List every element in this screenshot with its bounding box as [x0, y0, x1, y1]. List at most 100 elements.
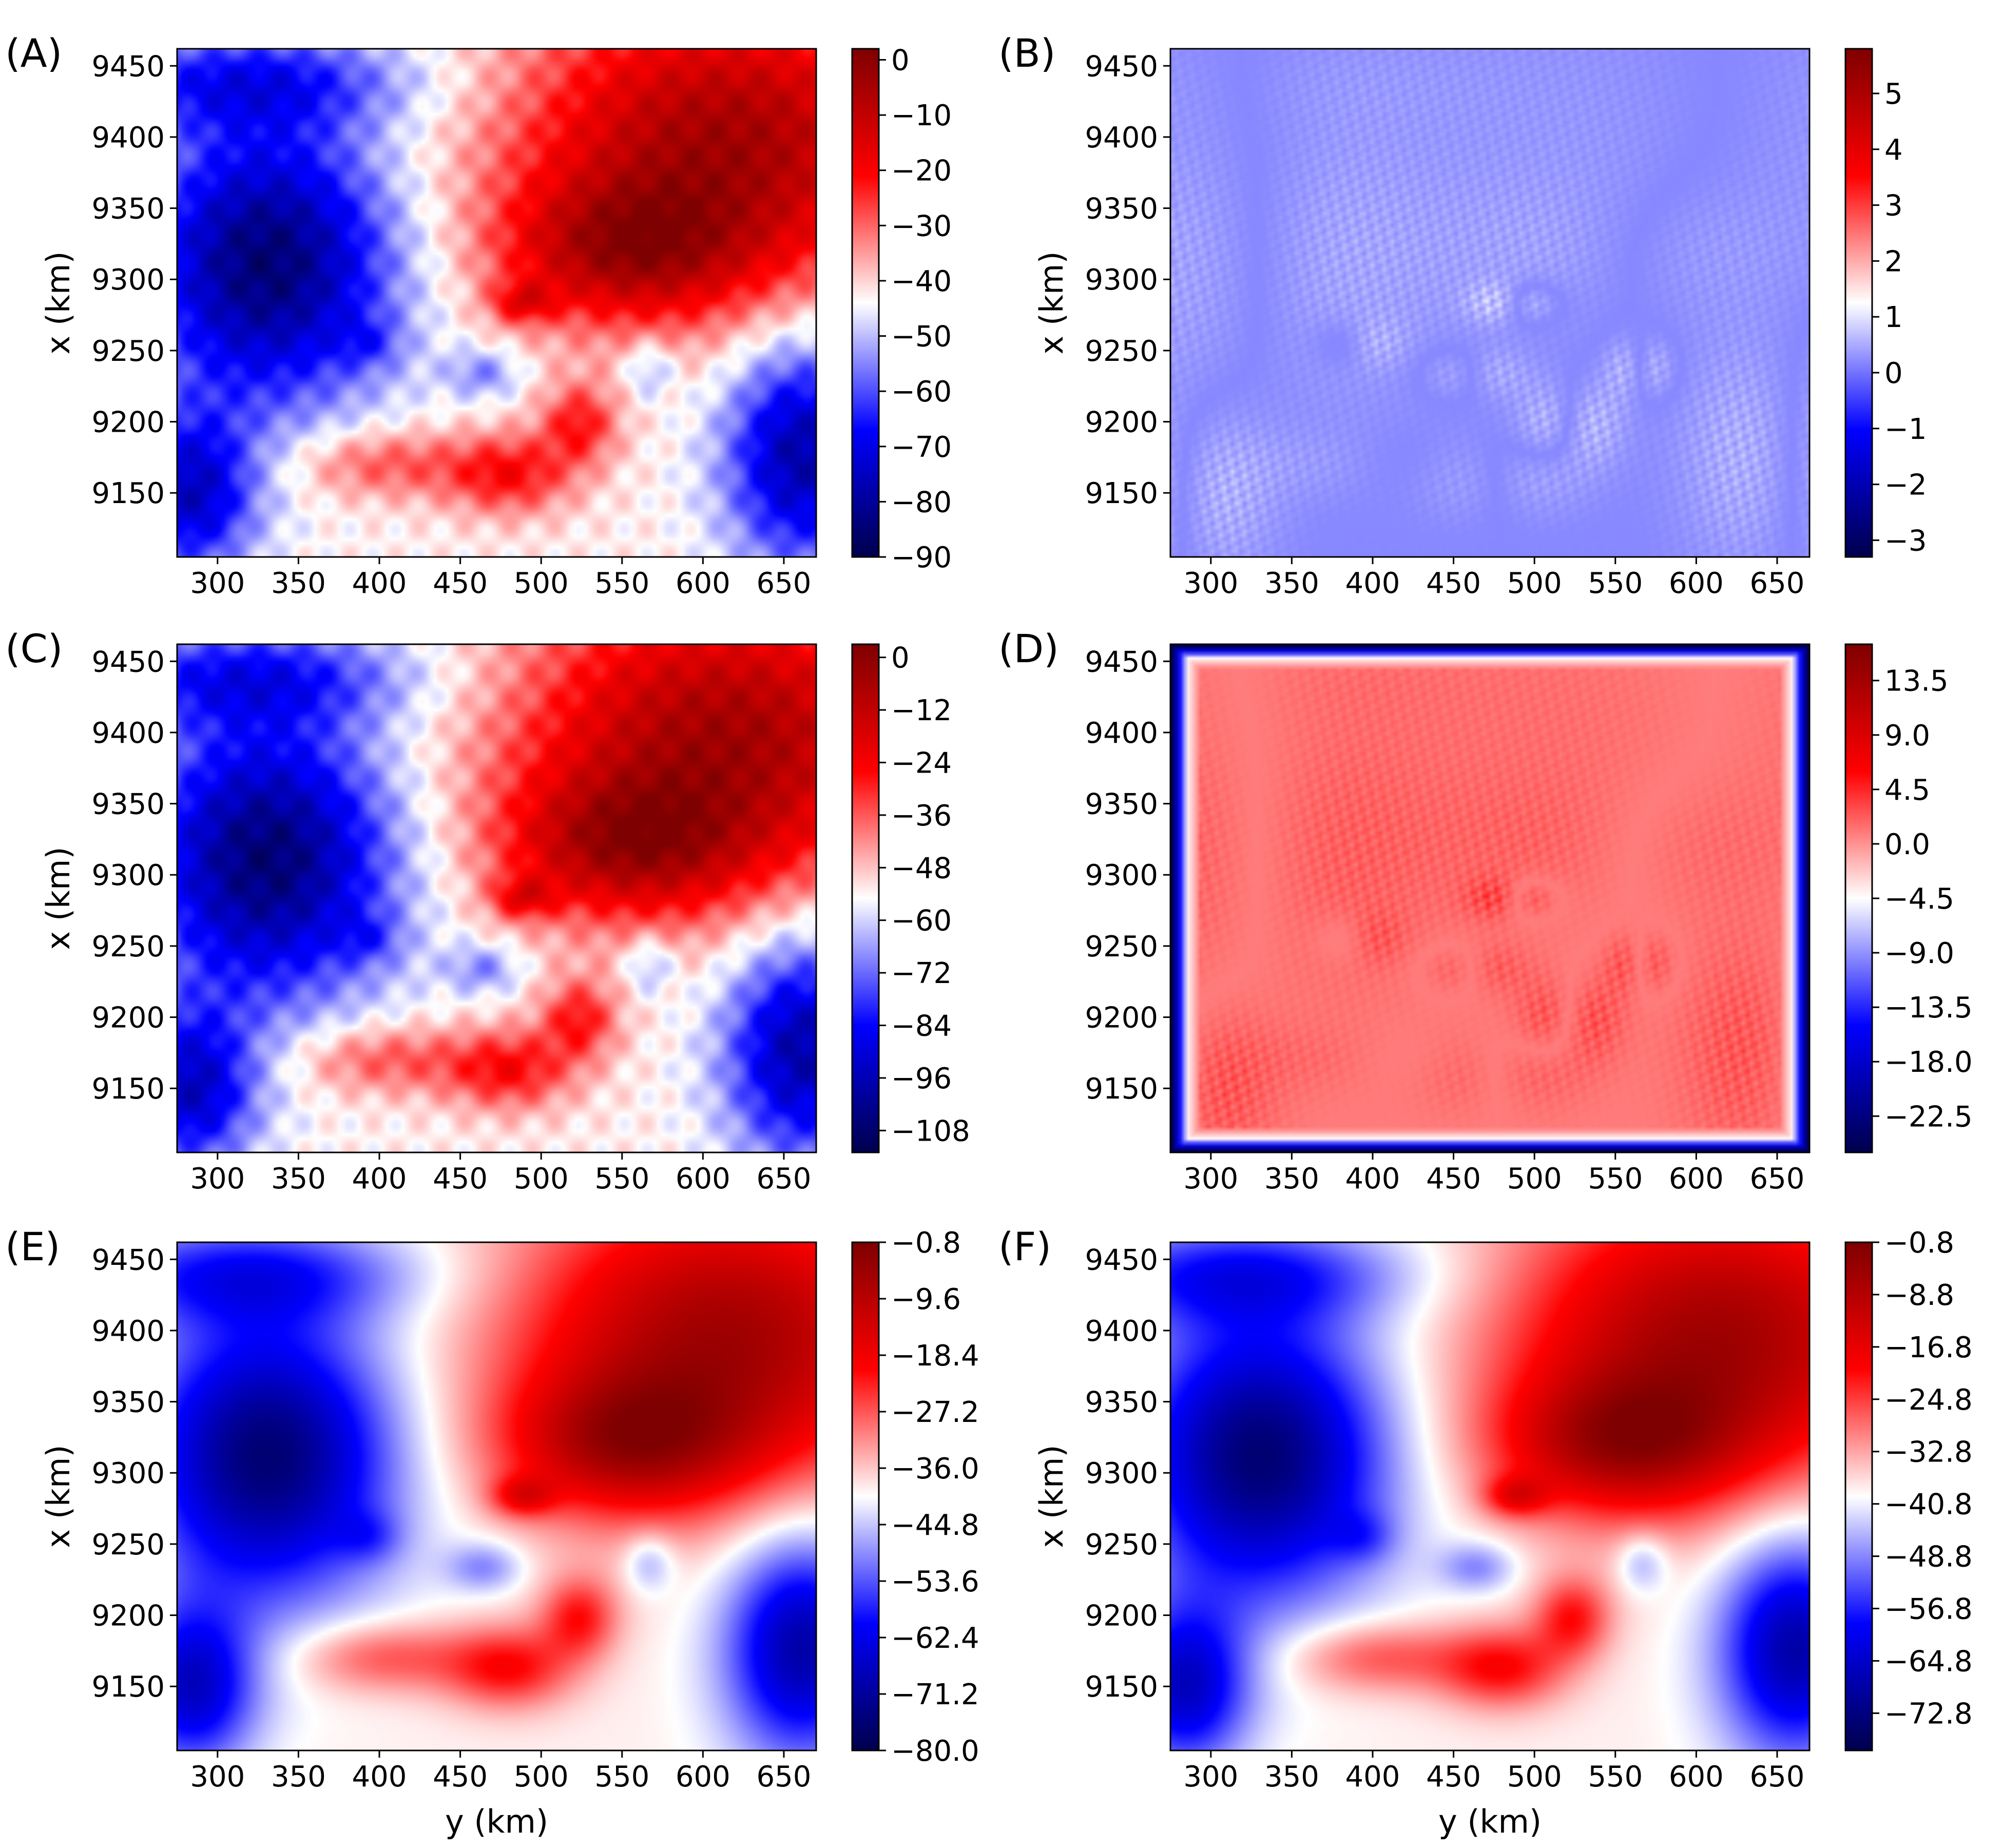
y-tick-label: 9150 — [91, 477, 165, 510]
y-tick-label: 9250 — [91, 335, 165, 368]
colorbar-tick-label: −4.5 — [1884, 882, 1954, 916]
plot-frame — [176, 1241, 817, 1751]
colorbar-tick-label: −40 — [891, 265, 952, 298]
panel-label: (C) — [5, 626, 63, 671]
plot-frame — [1169, 48, 1811, 558]
colorbar-tick-label: −18.0 — [1884, 1046, 1973, 1079]
colorbar-tick-label: 1 — [1884, 301, 1903, 334]
x-tick-label: 450 — [1426, 1760, 1481, 1794]
colorbar-tick-label: −0.8 — [891, 1226, 961, 1260]
x-tick-label: 300 — [190, 1162, 245, 1196]
x-tick-label: 300 — [190, 567, 245, 600]
colorbar-tick-label: −80 — [891, 486, 952, 519]
panel-a: (A) 300 350 400 450 500 550 600 650 9150 9200 9250 9… — [5, 30, 952, 600]
x-tick-label: 550 — [594, 1760, 649, 1794]
colorbar-tick-label: −24 — [891, 746, 952, 780]
x-tick-label: 650 — [1750, 1760, 1805, 1794]
colorbar-tick-label: 0 — [891, 642, 910, 675]
plot-frame — [176, 643, 817, 1153]
y-tick-label: 9300 — [1085, 263, 1158, 297]
x-tick-label: 650 — [1750, 1162, 1805, 1196]
y-tick-label: 9450 — [91, 50, 165, 83]
heatmap-image — [177, 49, 816, 557]
x-tick-label: 550 — [594, 567, 649, 600]
x-tick-label: 650 — [757, 567, 812, 600]
colorbar-tick-label: −1 — [1884, 413, 1927, 446]
y-tick-label: 9400 — [1085, 121, 1158, 155]
y-tick-label: 9250 — [91, 930, 165, 964]
colorbar-tick-label: −18.4 — [891, 1339, 979, 1373]
panel-label: (E) — [5, 1224, 60, 1269]
panel-f: (F) 300 350 400 450 500 550 600 650 9150 9200 9250 9… — [998, 1224, 1973, 1840]
y-tick-label: 9250 — [1085, 335, 1158, 368]
plot-frame — [1169, 1241, 1811, 1751]
colorbar-tick-label: −20 — [891, 155, 952, 188]
heatmap-image — [1170, 644, 1810, 1152]
colorbar — [852, 49, 879, 557]
y-tick-label: 9250 — [91, 1528, 165, 1562]
y-tick-label: 9150 — [1085, 1670, 1158, 1704]
y-tick-label: 9450 — [91, 645, 165, 679]
y-tick-label: 9450 — [1085, 645, 1158, 679]
x-tick-label: 350 — [1264, 1760, 1319, 1794]
colorbar-frame — [1844, 1241, 1873, 1751]
colorbar-tick-label: 4.5 — [1884, 774, 1930, 807]
heatmap-image — [177, 644, 816, 1152]
colorbar — [1845, 1242, 1872, 1750]
x-tick-label: 550 — [1588, 567, 1643, 600]
y-tick-label: 9350 — [1085, 1386, 1158, 1419]
colorbar-tick-label: −3 — [1884, 524, 1927, 557]
colorbar — [852, 644, 879, 1152]
colorbar-tick-label: 0 — [1884, 357, 1903, 390]
x-tick-label: 450 — [433, 567, 488, 600]
x-tick-label: 600 — [1669, 1760, 1724, 1794]
x-tick-label: 600 — [1669, 567, 1724, 600]
y-tick-label: 9250 — [1085, 1528, 1158, 1562]
colorbar-tick-label: −96 — [891, 1062, 952, 1095]
x-tick-label: 600 — [676, 1760, 730, 1794]
y-tick-label: 9200 — [1085, 1002, 1158, 1035]
y-tick-label: 9450 — [1085, 50, 1158, 83]
panel-label: (D) — [998, 626, 1059, 671]
x-tick-label: 500 — [514, 567, 569, 600]
x-tick-label: 600 — [1669, 1162, 1724, 1196]
y-tick-label: 9350 — [91, 788, 165, 821]
x-tick-label: 350 — [1264, 567, 1319, 600]
x-tick-label: 400 — [1345, 567, 1400, 600]
heatmap-image — [1170, 1242, 1810, 1750]
colorbar-tick-label: −36.0 — [891, 1452, 979, 1486]
colorbar-tick-label: 0.0 — [1884, 828, 1930, 861]
x-tick-label: 400 — [1345, 1760, 1400, 1794]
x-tick-label: 650 — [757, 1760, 812, 1794]
heatmap-image — [177, 1242, 816, 1750]
colorbar-frame — [851, 1241, 880, 1751]
panel-e: (E) 300 350 400 450 500 550 600 650 9150 9200 9250 9… — [5, 1224, 979, 1840]
colorbar-tick-label: −64.8 — [1884, 1645, 1973, 1678]
y-tick-label: 9200 — [91, 1002, 165, 1035]
plot-frame — [1169, 643, 1811, 1153]
x-tick-label: 600 — [676, 1162, 730, 1196]
colorbar — [852, 1242, 879, 1750]
colorbar-tick-label: −9.0 — [1884, 937, 1954, 970]
y-tick-label: 9400 — [1085, 1315, 1158, 1348]
colorbar-tick-label: 13.5 — [1884, 665, 1949, 698]
colorbar-frame — [1844, 48, 1873, 558]
x-tick-label: 650 — [1750, 567, 1805, 600]
panel-d: (D) 300 350 400 450 500 550 600 650 9150 9200 9250 9… — [998, 626, 1973, 1196]
x-tick-label: 600 — [676, 567, 730, 600]
x-tick-label: 550 — [594, 1162, 649, 1196]
y-tick-label: 9400 — [91, 121, 165, 155]
colorbar-tick-label: −44.8 — [891, 1509, 979, 1542]
x-axis-label: y (km) — [1438, 1803, 1542, 1840]
colorbar-tick-label: −24.8 — [1884, 1383, 1973, 1417]
x-tick-label: 400 — [352, 1162, 407, 1196]
y-tick-label: 9350 — [91, 1386, 165, 1419]
colorbar — [1845, 49, 1872, 557]
colorbar-tick-label: −12 — [891, 694, 952, 727]
y-tick-label: 9450 — [1085, 1243, 1158, 1277]
x-tick-label: 500 — [514, 1162, 569, 1196]
y-tick-label: 9300 — [91, 263, 165, 297]
colorbar-tick-label: −48 — [891, 852, 952, 885]
colorbar-tick-label: −2 — [1884, 469, 1927, 502]
colorbar-tick-label: −22.5 — [1884, 1100, 1973, 1133]
